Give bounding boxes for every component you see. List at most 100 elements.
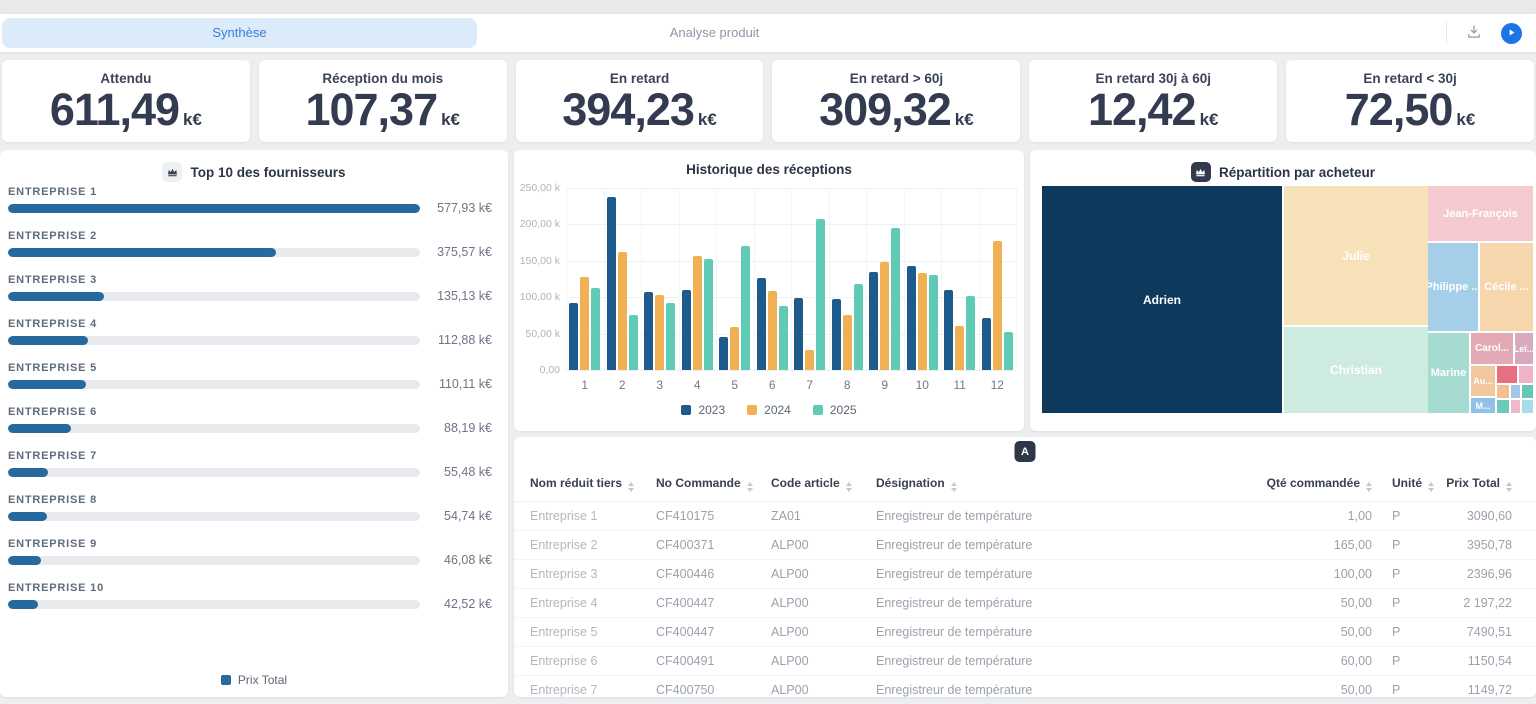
- bar-2023-month-6[interactable]: [757, 278, 766, 370]
- legend-swatch: [813, 405, 823, 415]
- supplier-bar-line: 46,08 k€: [8, 553, 492, 567]
- bar-2024-month-10[interactable]: [918, 273, 927, 370]
- treemap-node-small[interactable]: [1522, 400, 1533, 413]
- x-axis-tick: 6: [754, 378, 792, 392]
- bar-2023-month-10[interactable]: [907, 266, 916, 370]
- legend-label: 2024: [764, 403, 791, 417]
- treemap-node-small[interactable]: [1497, 400, 1509, 413]
- table-row: Entreprise 5CF400447ALP00Enregistreur de…: [514, 618, 1536, 647]
- legend-item[interactable]: Prix Total: [221, 673, 287, 687]
- bar-2024-month-11[interactable]: [955, 326, 964, 370]
- column-header-label: No Commande: [656, 476, 741, 490]
- bar-2023-month-8[interactable]: [832, 299, 841, 370]
- treemap-node-small[interactable]: [1522, 385, 1533, 398]
- treemap-node-small[interactable]: [1497, 366, 1517, 383]
- bar-2024-month-7[interactable]: [805, 350, 814, 370]
- bar-2024-month-9[interactable]: [880, 262, 889, 370]
- bar-2023-month-4[interactable]: [682, 290, 691, 370]
- bar-fill[interactable]: [8, 292, 104, 301]
- bar-2023-month-12[interactable]: [982, 318, 991, 370]
- bar-2024-month-2[interactable]: [618, 252, 627, 370]
- bar-2025-month-12[interactable]: [1004, 332, 1013, 370]
- bar-2024-month-1[interactable]: [580, 277, 589, 370]
- bar-2025-month-10[interactable]: [929, 275, 938, 370]
- x-axis-tick: 12: [979, 378, 1017, 392]
- tab-synthese[interactable]: Synthèse: [2, 18, 477, 48]
- bar-2025-month-5[interactable]: [741, 246, 750, 370]
- treemap-node-carol[interactable]: Carol...: [1471, 333, 1513, 364]
- treemap-node-small[interactable]: [1519, 366, 1533, 383]
- bar-2024-month-4[interactable]: [693, 256, 702, 370]
- x-axis-tick: 2: [604, 378, 642, 392]
- bar-fill[interactable]: [8, 556, 41, 565]
- bar-2023-month-2[interactable]: [607, 197, 616, 370]
- bar-2024-month-6[interactable]: [768, 291, 777, 370]
- treemap-node-au[interactable]: Au...: [1471, 366, 1495, 396]
- table-row: Entreprise 7CF400750ALP00Enregistreur de…: [514, 676, 1536, 704]
- bar-2024-month-5[interactable]: [730, 327, 739, 370]
- treemap-node-julie[interactable]: Julie: [1284, 186, 1428, 325]
- bar-2025-month-6[interactable]: [779, 306, 788, 370]
- bar-2025-month-7[interactable]: [816, 219, 825, 370]
- column-header-1[interactable]: No Commande: [640, 467, 755, 502]
- bar-fill[interactable]: [8, 380, 86, 389]
- bar-fill[interactable]: [8, 336, 88, 345]
- bar-2025-month-2[interactable]: [629, 315, 638, 370]
- column-header-5[interactable]: Unité: [1372, 467, 1428, 502]
- supplier-label: ENTREPRISE 1: [8, 186, 492, 198]
- download-button[interactable]: [1465, 23, 1483, 44]
- legend-item-2025[interactable]: 2025: [813, 403, 857, 417]
- bar-fill[interactable]: [8, 512, 47, 521]
- treemap-node-m[interactable]: M...: [1471, 398, 1495, 413]
- bar-2023-month-3[interactable]: [644, 292, 653, 370]
- supplier-label: ENTREPRISE 3: [8, 274, 492, 286]
- bar-2023-month-9[interactable]: [869, 272, 878, 370]
- column-header-3[interactable]: Désignation: [860, 467, 1252, 502]
- treemap-node-ccile[interactable]: Cécile ...: [1480, 243, 1533, 331]
- legend-label: 2025: [830, 403, 857, 417]
- bar-fill[interactable]: [8, 600, 38, 609]
- treemap-node-philippe[interactable]: Philippe ...: [1428, 243, 1478, 331]
- treemap-node-adrien[interactable]: Adrien: [1042, 186, 1282, 413]
- bar-2024-month-3[interactable]: [655, 295, 664, 370]
- bar-fill[interactable]: [8, 204, 420, 213]
- column-header-4[interactable]: Qté commandée: [1252, 467, 1372, 502]
- run-button[interactable]: [1501, 23, 1522, 44]
- bar-fill[interactable]: [8, 424, 71, 433]
- bar-2023-month-1[interactable]: [569, 303, 578, 370]
- bar-2023-month-7[interactable]: [794, 298, 803, 370]
- bar-2025-month-11[interactable]: [966, 296, 975, 370]
- bar-2024-month-12[interactable]: [993, 241, 1002, 370]
- column-header-6[interactable]: Prix Total: [1428, 467, 1536, 502]
- column-header-label: Prix Total: [1446, 476, 1500, 490]
- table-control-badge[interactable]: A: [1015, 441, 1036, 462]
- bar-2025-month-1[interactable]: [591, 288, 600, 370]
- treemap-node-marine[interactable]: Marine: [1428, 333, 1469, 413]
- tab-analyse-produit[interactable]: Analyse produit: [477, 18, 952, 48]
- bar-2025-month-9[interactable]: [891, 228, 900, 370]
- bar-2025-month-4[interactable]: [704, 259, 713, 370]
- gridline-vertical: [791, 188, 792, 370]
- bar-2024-month-8[interactable]: [843, 315, 852, 370]
- treemap-node-small[interactable]: [1511, 400, 1520, 413]
- treemap-node-le[interactable]: Leï...: [1515, 333, 1533, 364]
- bar-2023-month-11[interactable]: [944, 290, 953, 370]
- treemap-node-small[interactable]: [1511, 385, 1520, 398]
- legend-label: 2023: [698, 403, 725, 417]
- column-header-label: Unité: [1392, 476, 1422, 490]
- treemap-node-small[interactable]: [1497, 385, 1509, 398]
- kpi-value-row: 611,49k€: [50, 84, 202, 136]
- column-header-0[interactable]: Nom réduit tiers: [514, 467, 640, 502]
- supplier-label: ENTREPRISE 5: [8, 362, 492, 374]
- legend-item-2024[interactable]: 2024: [747, 403, 791, 417]
- column-header-2[interactable]: Code article: [755, 467, 860, 502]
- panel-title-text: Top 10 des fournisseurs: [190, 165, 345, 180]
- treemap-node-jeanfranois[interactable]: Jean-François: [1428, 186, 1533, 241]
- bar-2023-month-5[interactable]: [719, 337, 728, 370]
- treemap-node-christian[interactable]: Christian: [1284, 327, 1428, 413]
- bar-fill[interactable]: [8, 248, 276, 257]
- bar-2025-month-8[interactable]: [854, 284, 863, 370]
- bar-2025-month-3[interactable]: [666, 303, 675, 370]
- bar-fill[interactable]: [8, 468, 48, 477]
- legend-item-2023[interactable]: 2023: [681, 403, 725, 417]
